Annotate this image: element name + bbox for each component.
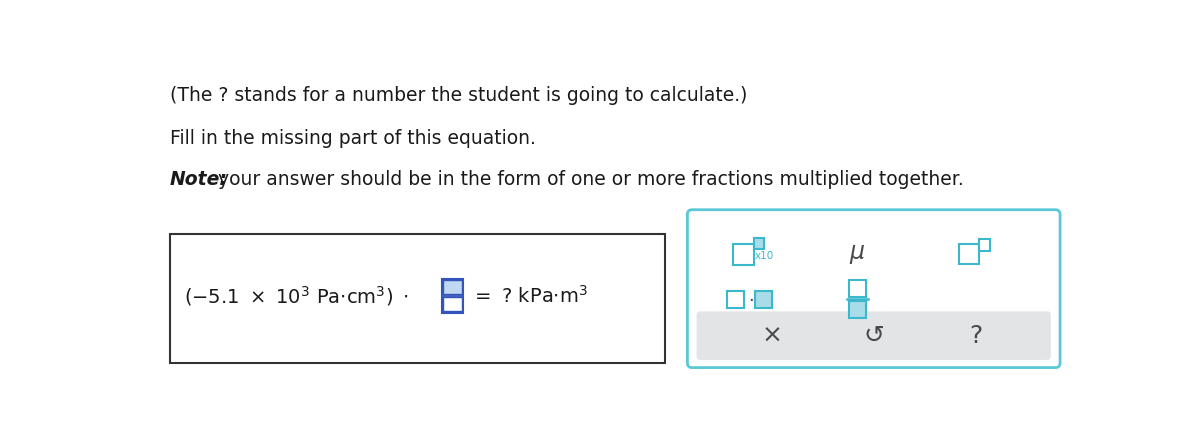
Bar <box>443 297 462 311</box>
Bar <box>733 244 755 265</box>
Text: $\cdot$: $\cdot$ <box>749 290 754 308</box>
Text: Fill in the missing part of this equation.: Fill in the missing part of this equatio… <box>170 129 536 148</box>
Text: $\left(-5.1\ \times\ 10^3\ \mathrm{Pa{\cdot}cm}^3\right)\ \cdot$: $\left(-5.1\ \times\ 10^3\ \mathrm{Pa{\c… <box>184 284 409 308</box>
Bar <box>755 291 772 308</box>
FancyBboxPatch shape <box>697 311 1051 360</box>
Bar <box>979 239 990 251</box>
Bar <box>442 279 463 313</box>
Text: $\mu$: $\mu$ <box>850 242 865 266</box>
Text: ↺: ↺ <box>863 324 884 348</box>
Bar <box>170 233 665 363</box>
Bar <box>754 238 764 249</box>
Text: Note:: Note: <box>170 170 228 189</box>
Text: ?: ? <box>968 324 982 348</box>
Bar <box>727 291 744 308</box>
Text: x10: x10 <box>755 250 774 261</box>
Bar <box>850 280 866 297</box>
Bar <box>959 245 979 265</box>
FancyBboxPatch shape <box>688 210 1060 368</box>
Bar <box>443 280 462 294</box>
Text: $=\ ?\ \mathrm{kPa{\cdot}m}^3$: $=\ ?\ \mathrm{kPa{\cdot}m}^3$ <box>472 285 588 307</box>
Text: (The ? stands for a number the student is going to calculate.): (The ? stands for a number the student i… <box>170 86 748 105</box>
Bar <box>850 301 866 318</box>
Text: ×: × <box>762 324 782 348</box>
Text: your answer should be in the form of one or more fractions multiplied together.: your answer should be in the form of one… <box>211 170 964 189</box>
